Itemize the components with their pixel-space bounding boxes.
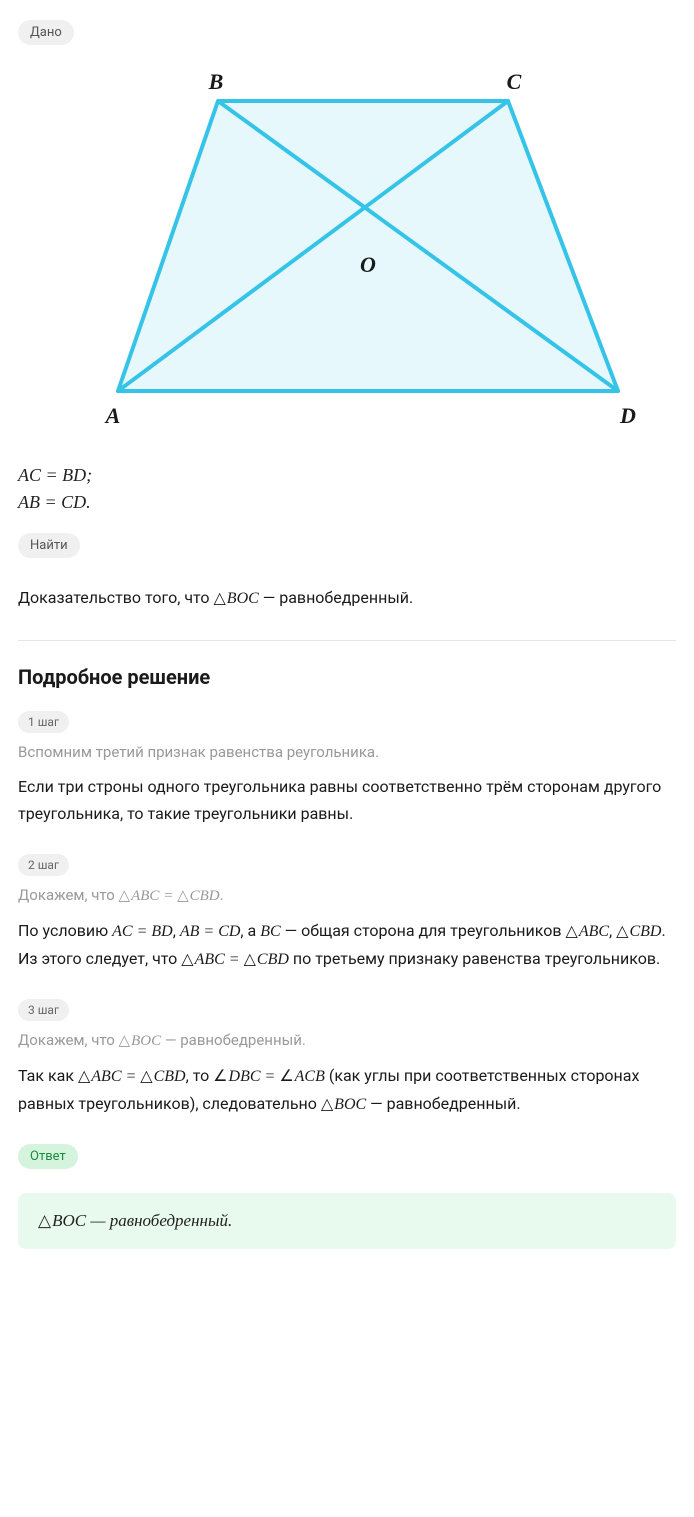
find-text: Доказательство того, что BOC — равнобедр… (18, 584, 676, 612)
step-1: 1 шаг Вспомним третий признак равенства … (18, 711, 676, 827)
step2-sub-eq: = (159, 888, 177, 904)
step-3-body: Так как ABC = CBD, то DBC = ACB (как угл… (18, 1062, 676, 1118)
solution-title: Подробное решение (18, 665, 676, 689)
step-3-subtitle: Докажем, что BOC — равнобедренный. (18, 1031, 676, 1050)
answer-text: BOC — равнобедренный. (38, 1211, 232, 1230)
find-text-before: Доказательство того, что (18, 588, 213, 607)
step-3-tag: 3 шаг (18, 999, 69, 1021)
find-triangle: BOC (213, 590, 258, 607)
s3-tri1: ABC (78, 1068, 122, 1085)
svg-text:D: D (619, 403, 636, 428)
s3-ang2: ACB (279, 1068, 325, 1085)
s2-eq3: = (225, 951, 244, 968)
given-eq-1: AC = BD; (18, 465, 676, 486)
s3-tri3: BOC (321, 1096, 366, 1113)
step-1-tag: 1 шаг (18, 711, 69, 733)
step-2-tag: 2 шаг (18, 854, 69, 876)
find-text-after: — равнобедренный. (259, 588, 413, 607)
answer-tri: BOC (38, 1211, 86, 1230)
s2-tri2: CBD (616, 923, 661, 940)
svg-text:C: C (507, 71, 522, 94)
step-2-subtitle: Докажем, что ABC = CBD. (18, 886, 676, 905)
step2-sub-before: Докажем, что (18, 886, 119, 904)
given-eq-2: AB = CD. (18, 492, 676, 513)
find-section: Найти Доказательство того, что BOC — рав… (18, 533, 676, 612)
step2-sub-tri1: ABC (119, 888, 160, 904)
answer-tag: Ответ (18, 1144, 78, 1169)
step-1-subtitle: Вспомним третий признак равенства реугол… (18, 743, 676, 761)
given-tag: Дано (18, 20, 74, 45)
svg-text:O: O (360, 252, 376, 277)
s3-eq1: = (121, 1068, 140, 1085)
s2-eq2: AB = CD (180, 923, 241, 940)
s3-ang1: DBC (213, 1068, 260, 1085)
svg-text:B: B (208, 71, 224, 94)
s3-eq2: = (261, 1068, 280, 1085)
s3-end: — равнобедренный. (366, 1094, 520, 1113)
s2-m2: , а (240, 921, 260, 940)
answer-body: — равнобедренный. (86, 1211, 232, 1230)
step2-sub-after: . (220, 886, 224, 904)
s3-m1: , то (186, 1066, 214, 1085)
s2-tri1: ABC (566, 923, 610, 940)
step2-sub-tri2: CBD (177, 888, 220, 904)
s2-tri3: ABC (181, 951, 225, 968)
step-2: 2 шаг Докажем, что ABC = CBD. По условию… (18, 854, 676, 973)
step-3: 3 шаг Докажем, что BOC — равнобедренный.… (18, 999, 676, 1118)
s2-end: по третьему признаку равенства треугольн… (289, 949, 660, 968)
given-section: Дано (18, 20, 676, 61)
answer-box: BOC — равнобедренный. (18, 1193, 676, 1249)
s2-m1: , (173, 921, 180, 940)
find-tag: Найти (18, 533, 80, 558)
s2-m3: — общая сторона для треугольников (281, 921, 566, 940)
answer-section: Ответ BOC — равнобедренный. (18, 1144, 676, 1249)
svg-text:A: A (104, 403, 121, 428)
s2-bc: BC (260, 923, 280, 940)
s3-sub-tri: BOC (119, 1033, 162, 1049)
diagram-container: A B C D O (18, 71, 676, 435)
s2-p1: По условию (18, 921, 112, 940)
step-1-body: Если три строны одного треугольника равн… (18, 773, 676, 827)
s3-sub-after: — равнобедренный. (161, 1031, 306, 1049)
step-2-body: По условию AC = BD, AB = CD, а BC — обща… (18, 917, 676, 973)
s3-sub-before: Докажем, что (18, 1031, 119, 1049)
s3-tri2: CBD (140, 1068, 185, 1085)
s2-tri4: CBD (244, 951, 289, 968)
s2-eq1: AC = BD (112, 923, 173, 940)
s3-p1: Так как (18, 1066, 78, 1085)
trapezoid-diagram: A B C D O (78, 71, 658, 431)
divider (18, 640, 676, 641)
